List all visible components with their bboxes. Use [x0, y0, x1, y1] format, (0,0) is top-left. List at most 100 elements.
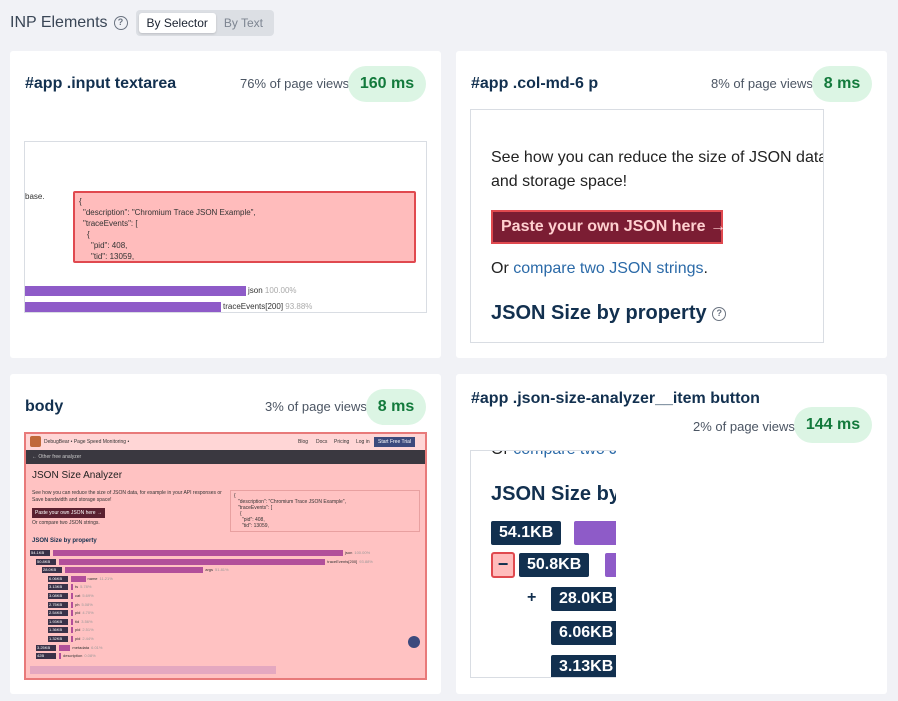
inp-value-badge: 160 ms — [348, 66, 426, 102]
mini-json-box: { "description": "Chromium Trace JSON Ex… — [230, 490, 420, 532]
mini-compare: Or compare two JSON strings. — [32, 520, 100, 526]
json-line: { — [79, 197, 82, 206]
mini-size-chip: 1.93KB — [48, 618, 68, 625]
mini-paste-button: Paste your own JSON here → — [32, 508, 105, 518]
highlighted-textarea: { "description": "Chromium Trace JSON Ex… — [73, 191, 416, 263]
toggle-by-text[interactable]: By Text — [223, 16, 264, 30]
mini-nav: Blog — [298, 439, 309, 445]
inp-value-badge: 144 ms — [794, 407, 872, 443]
mini-size-bar — [65, 567, 204, 574]
mini-size-bar — [71, 575, 86, 582]
size-bar — [605, 553, 616, 577]
mini-size-bar — [71, 601, 73, 608]
json-size-heading: JSON Size by — [491, 483, 616, 505]
element-screenshot: See how you can reduce the size of JSON … — [470, 109, 824, 343]
mini-size-bar — [71, 584, 73, 591]
mini-size-label: traceEvents[200] 93.88% — [327, 558, 373, 564]
size-bar-edge — [575, 342, 824, 343]
mini-size-bar — [59, 653, 61, 660]
page-views-share: 3% of page views — [265, 399, 367, 414]
json-line: { — [87, 230, 90, 239]
mini-json-line: { — [240, 511, 242, 517]
size-chip: 50.8KB — [519, 553, 590, 577]
mini-size-bar — [71, 593, 73, 599]
help-icon[interactable]: ? — [113, 16, 128, 30]
page-views-share: 76% of page views — [240, 76, 350, 91]
size-bar-traceevents — [25, 302, 221, 312]
inp-value-badge: 8 ms — [812, 66, 872, 102]
intro-paragraph: See how you can reduce the size of JSON … — [491, 146, 824, 194]
mini-size-chip: 28.0KB — [42, 567, 62, 574]
mini-size-label: metadata 6.01% — [72, 644, 103, 650]
mini-size-bar — [59, 644, 71, 651]
mini-size-label: tid 3.56% — [75, 618, 93, 624]
element-screenshot: DebugBear • Page Speed Monitoring • Blog… — [24, 432, 427, 680]
mini-cta: Start Free Trial — [374, 437, 416, 447]
mini-size-bar — [71, 636, 73, 642]
size-chip: 54.1KB — [491, 521, 562, 545]
section-header: INP Elements ? By Selector By Text — [10, 10, 275, 36]
mini-bottom-bar — [30, 666, 276, 674]
logo-icon — [30, 436, 41, 447]
compare-text: Or compare two JSON strings. — [491, 260, 708, 277]
mini-size-chip: 6.06KB — [48, 575, 68, 582]
mini-json-line: "tid": 13059, — [242, 523, 269, 529]
mini-size-bar — [71, 627, 73, 634]
screenshot-side-text: base. — [25, 192, 45, 201]
expand-icon: + — [527, 589, 537, 606]
mini-banner: ← Other free analyzer — [26, 450, 425, 464]
mini-size-bar — [71, 610, 73, 617]
json-line: "pid": 408, — [91, 241, 128, 250]
mini-json-line: "traceEvents": [ — [238, 505, 273, 511]
inp-element-card: body 3% of page views 8 ms DebugBear • P… — [10, 374, 441, 694]
size-chip-edge — [491, 342, 565, 343]
mini-size-label: pid 2.51% — [75, 627, 94, 633]
mini-size-bar — [53, 550, 343, 556]
inp-element-card: #app .col-md-6 p 8% of page views 8 ms S… — [456, 51, 887, 358]
section-title: INP Elements — [10, 14, 108, 31]
element-selector: body — [25, 398, 64, 415]
mini-size-chip: 2.75KB — [48, 601, 68, 608]
toggle-by-selector[interactable]: By Selector — [138, 13, 216, 33]
mini-size-chip: 3.25KB — [36, 644, 56, 651]
intro-line: and storage space! — [491, 173, 628, 190]
size-chip: 6.06KB — [551, 621, 616, 645]
mini-json-line: "pid": 408, — [242, 517, 265, 523]
mini-size-label: ph 5.08% — [75, 601, 93, 607]
size-bar — [574, 521, 616, 545]
mini-intro: Save bandwidth and storage space! — [32, 497, 112, 503]
size-chip: 3.13KB — [551, 655, 616, 677]
mini-heading: JSON Size by property — [32, 538, 97, 544]
paste-json-button: Paste your own JSON here → — [491, 210, 726, 244]
size-bar-json — [25, 286, 246, 296]
mini-nav: Pricing — [334, 439, 350, 445]
mini-json-line: { — [234, 493, 236, 499]
json-line: "tid": 13059, — [91, 252, 135, 261]
mini-size-chip: 2.54KB — [48, 610, 68, 617]
element-selector: #app .json-size-analyzer__item button — [471, 390, 760, 407]
mini-size-label: args 51.81% — [205, 567, 229, 573]
inp-element-card: #app .input textarea 76% of page views 1… — [10, 51, 441, 358]
intro-line: See how you can reduce the size of JSON … — [491, 149, 824, 166]
size-bar-label: traceEvents[200] 93.88% — [223, 302, 313, 311]
mini-title: JSON Size Analyzer — [32, 470, 123, 481]
mini-size-chip: 54.1KB — [30, 550, 50, 556]
collapse-button[interactable]: − — [491, 552, 515, 578]
mini-size-label: cat 5.69% — [75, 593, 94, 598]
size-bar-label: json 100.00% — [248, 286, 297, 295]
chat-icon — [408, 636, 420, 648]
mini-size-chip: 50.8KB — [36, 558, 56, 565]
element-screenshot: Or compare two J JSON Size by 54.1KB − 5… — [470, 450, 616, 678]
mini-nav: Docs — [316, 439, 328, 445]
mini-intro: See how you can reduce the size of JSON … — [32, 490, 222, 496]
mini-brand: DebugBear • Page Speed Monitoring • — [44, 439, 130, 445]
compare-text: Or compare two J — [491, 451, 616, 459]
json-line: "description": "Chromium Trace JSON Exam… — [83, 208, 256, 217]
mini-size-chip: 3.13KB — [48, 584, 68, 591]
mini-size-chip: 1.36KB — [48, 627, 68, 634]
mini-size-chip: 42B — [36, 653, 56, 660]
mini-size-chip: 3.08KB — [48, 593, 68, 599]
element-screenshot: base. { "description": "Chromium Trace J… — [24, 141, 427, 313]
mini-topbar: DebugBear • Page Speed Monitoring • Blog… — [26, 434, 425, 450]
mini-size-bar — [71, 618, 73, 625]
